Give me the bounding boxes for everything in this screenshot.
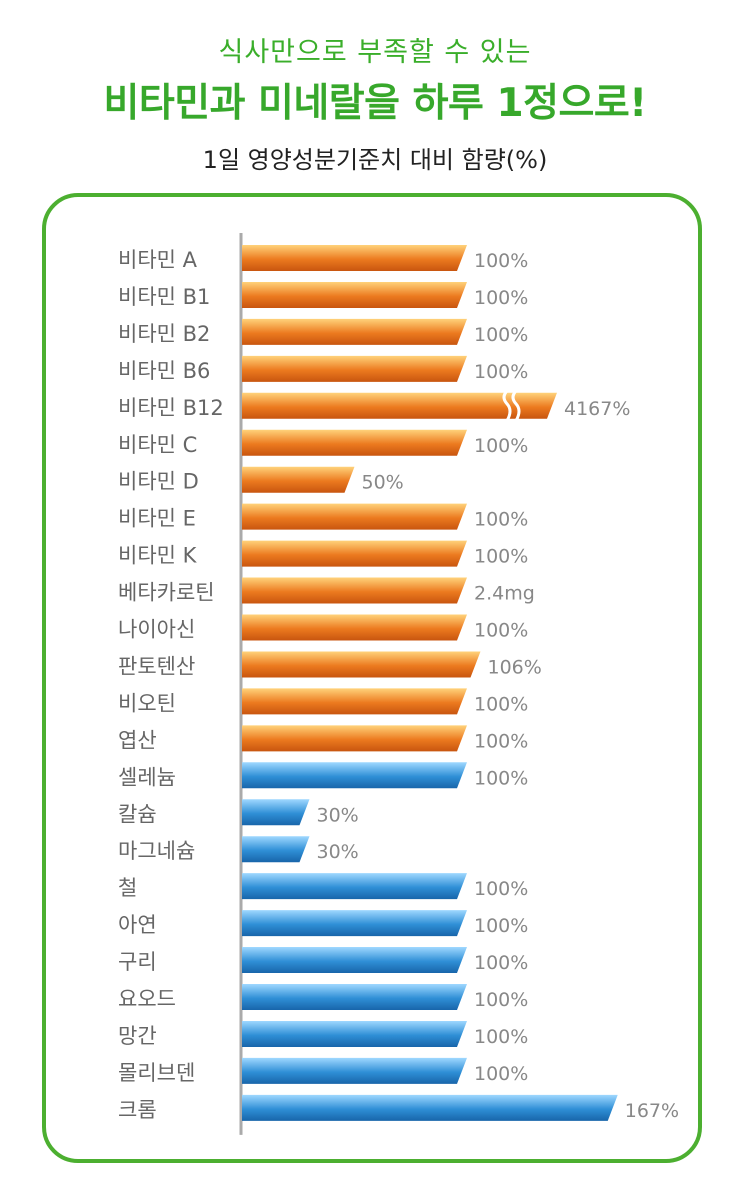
data-label: 100%: [474, 361, 528, 383]
data-label: 100%: [474, 767, 528, 789]
chart-caption: 1일 영양성분기준치 대비 함량(%): [202, 146, 548, 174]
category-label: 셀레늄: [118, 765, 176, 789]
data-label: 100%: [474, 620, 528, 642]
bar-vitamin: [242, 651, 481, 678]
data-label: 100%: [474, 1063, 528, 1085]
bar-mineral: [242, 947, 467, 974]
category-label: 요오드: [118, 987, 176, 1011]
category-label: 비타민 K: [118, 544, 198, 568]
bar-vitamin: [242, 318, 467, 345]
bar-mineral: [242, 1057, 467, 1084]
bar-mineral: [242, 1020, 467, 1047]
category-label: 망간: [118, 1024, 157, 1048]
bar-mineral: [242, 910, 467, 937]
category-label: 비타민 E: [118, 507, 196, 531]
data-label: 100%: [474, 952, 528, 974]
bar-vitamin: [242, 281, 467, 308]
category-label: 구리: [118, 950, 157, 974]
data-label: 100%: [474, 250, 528, 272]
data-label: 30%: [317, 841, 359, 863]
category-label: 철: [118, 876, 137, 900]
category-label: 베타카로틴: [118, 581, 215, 605]
bar-vitamin: [242, 503, 467, 530]
category-label: 크롬: [118, 1098, 157, 1122]
bar-vitamin: [242, 392, 557, 419]
bar-vitamin: [242, 540, 467, 567]
category-label: 비타민 B1: [118, 285, 210, 309]
data-label: 167%: [625, 1100, 679, 1122]
data-label: 106%: [488, 656, 542, 678]
data-label: 100%: [474, 324, 528, 346]
data-label: 100%: [474, 989, 528, 1011]
data-label: 100%: [474, 1026, 528, 1048]
bar-mineral: [242, 1094, 618, 1121]
category-label: 비타민 B12: [118, 396, 224, 420]
axis-break-mark: [511, 389, 521, 422]
data-label: 2.4mg: [474, 583, 535, 605]
bar-vitamin: [242, 429, 467, 456]
bar-mineral: [242, 873, 467, 900]
category-label: 엽산: [118, 728, 157, 752]
bar-vitamin: [242, 355, 467, 382]
bar-mineral: [242, 984, 467, 1010]
data-label: 100%: [474, 287, 528, 309]
bar-vitamin: [242, 725, 467, 752]
bar-vitamin: [242, 245, 467, 271]
bar-vitamin: [242, 614, 467, 641]
bar-vitamin: [242, 466, 355, 493]
data-label: 30%: [317, 804, 359, 826]
bar-mineral: [242, 762, 467, 789]
bar-vitamin: [242, 688, 467, 715]
data-label: 100%: [474, 878, 528, 900]
category-label: 아연: [118, 913, 157, 937]
axis-break-mark: [502, 389, 512, 422]
category-label: 비오틴: [118, 691, 176, 715]
category-label: 비타민 B2: [118, 322, 210, 346]
data-label: 100%: [474, 509, 528, 531]
category-label: 몰리브덴: [118, 1061, 195, 1085]
category-label: 칼슘: [118, 802, 157, 826]
category-label: 비타민 A: [118, 248, 198, 272]
data-label: 50%: [362, 472, 404, 494]
category-label: 마그네슘: [118, 839, 195, 863]
category-label: 비타민 C: [118, 433, 197, 457]
category-label: 나이아신: [118, 618, 195, 642]
headline: 비타민과 미네랄을 하루 1정으로!: [103, 81, 647, 126]
category-label: 비타민 B6: [118, 359, 210, 383]
data-label: 4167%: [564, 398, 630, 420]
bar-mineral: [242, 836, 310, 863]
bar-vitamin: [242, 577, 467, 604]
data-label: 100%: [474, 435, 528, 457]
data-label: 100%: [474, 730, 528, 752]
data-label: 100%: [474, 693, 528, 715]
data-label: 100%: [474, 915, 528, 937]
subtitle: 식사만으로 부족할 수 있는: [218, 37, 532, 68]
bar-mineral: [242, 799, 310, 826]
category-label: 판토텐산: [118, 654, 195, 678]
data-label: 100%: [474, 546, 528, 568]
category-label: 비타민 D: [118, 470, 199, 494]
